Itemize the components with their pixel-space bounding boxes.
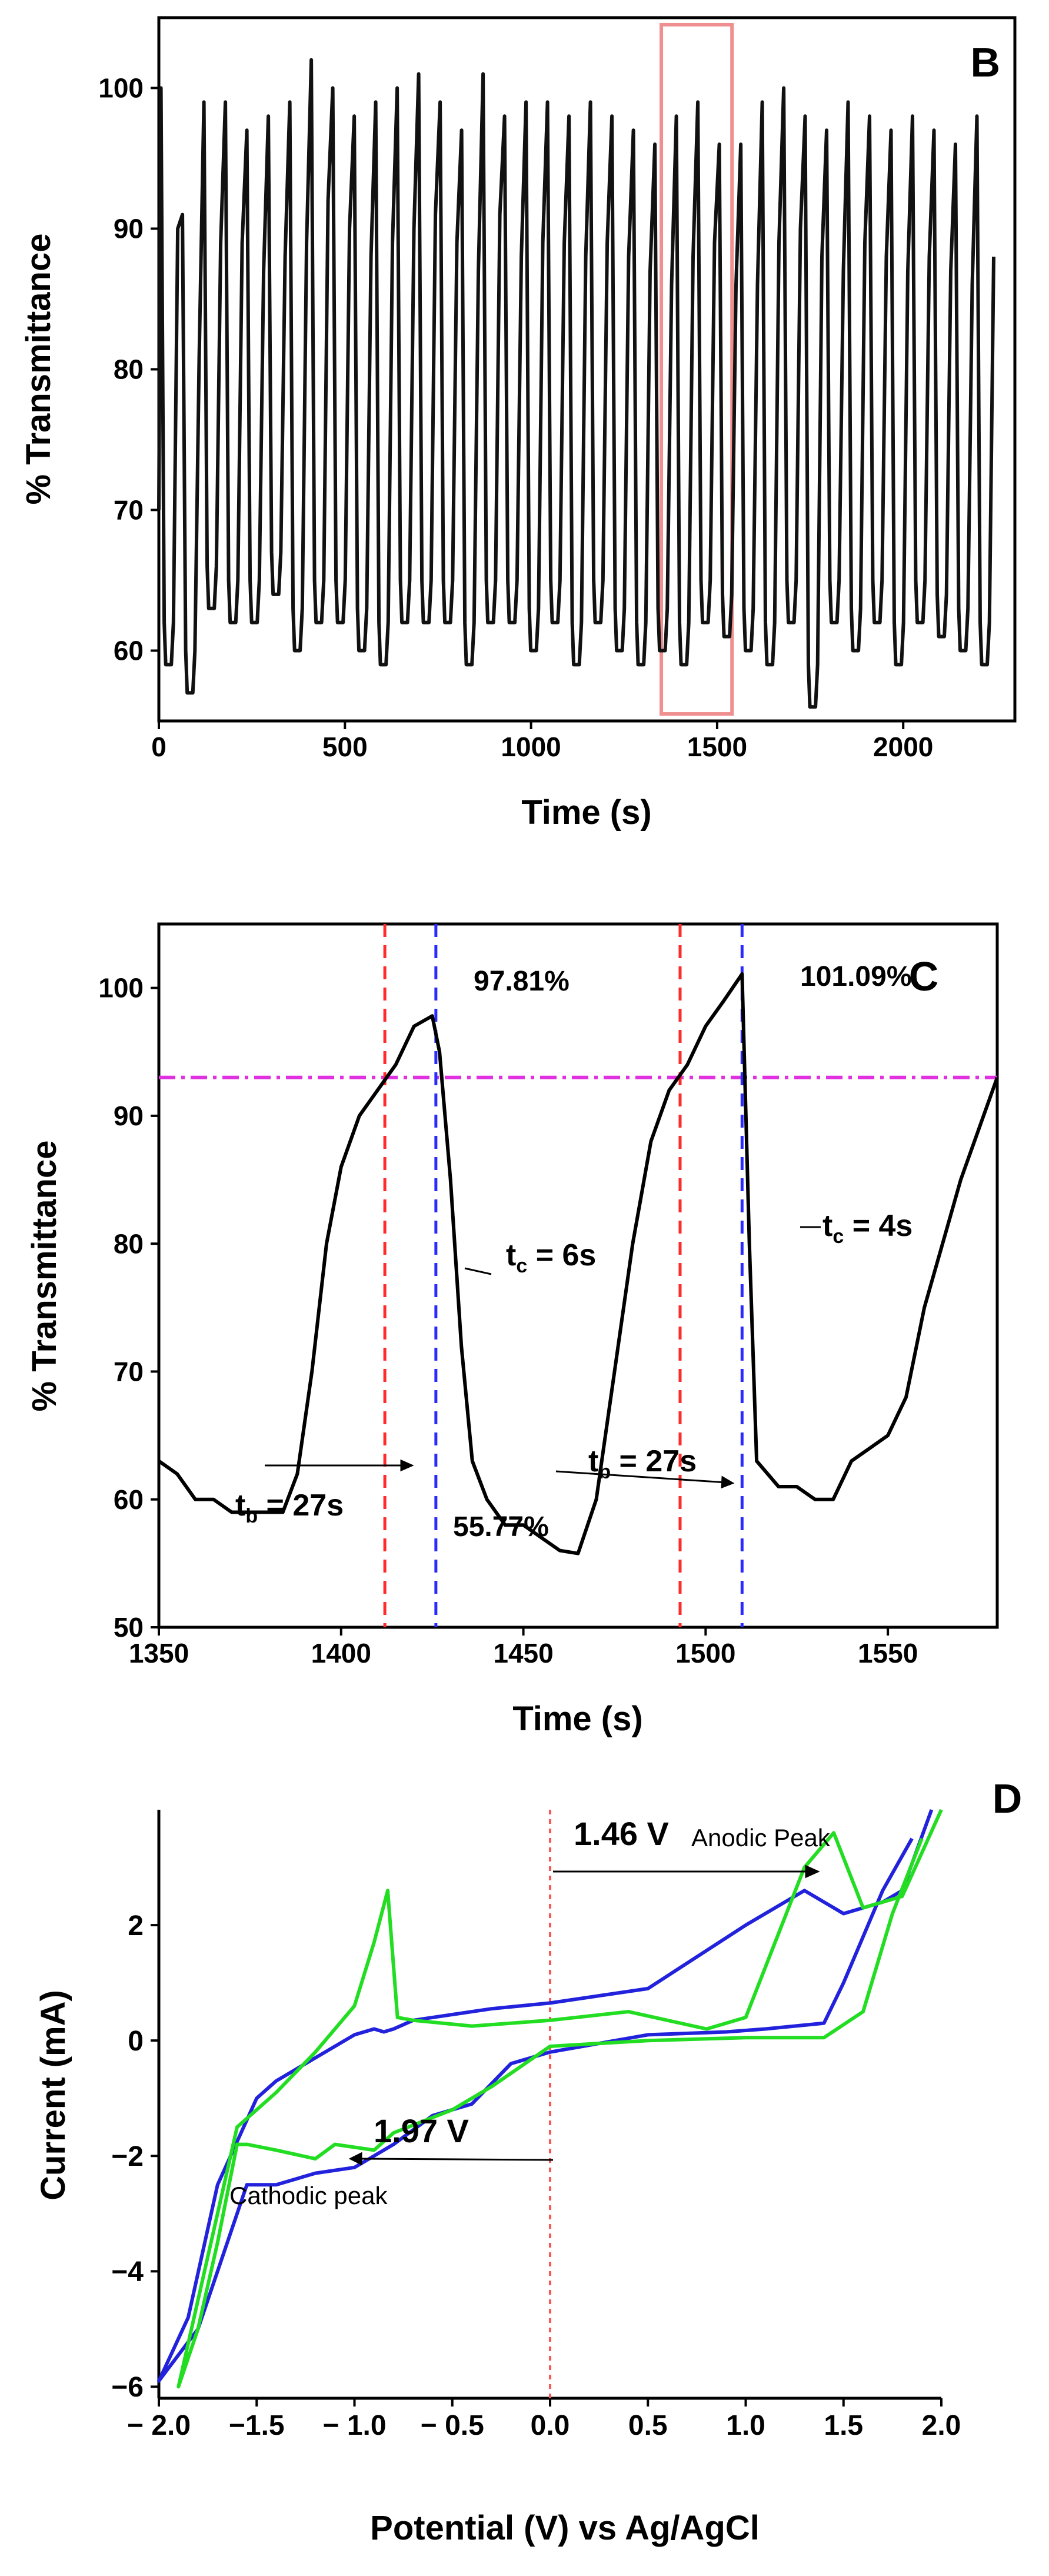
- cathodic-value-label: 1.97 V: [374, 2112, 469, 2149]
- tb2-label: tb = 27s: [588, 1444, 697, 1483]
- tc2-value: 4s: [879, 1209, 913, 1243]
- tc1-arrow: [464, 1267, 492, 1275]
- panel-d-series-blue: [157, 1809, 934, 2383]
- tb1-arrowhead: [400, 1459, 414, 1472]
- tb1-value: 27s: [292, 1488, 344, 1523]
- panel-d-x-tick-label: 1.5: [824, 2410, 863, 2441]
- tc1-eq: =: [527, 1238, 562, 1272]
- tb1-eq: =: [258, 1488, 292, 1523]
- tc1-sub: c: [516, 1255, 527, 1277]
- panel-b-y-ticks: 60 70 80 90 100: [98, 73, 159, 666]
- cathodic-arrowhead: [348, 2152, 362, 2166]
- panel-c-y-tick-label: 80: [114, 1228, 144, 1259]
- peak1-label: 97.81%: [474, 966, 570, 997]
- tc2-sub: c: [832, 1225, 844, 1248]
- panel-d-y-tick-label: 0: [128, 2026, 144, 2057]
- panel-d-x-tick-label: 0.0: [531, 2410, 570, 2441]
- panel-d-y-tick-label: −4: [111, 2256, 144, 2288]
- panel-d-x-tick-label: −1.5: [229, 2410, 285, 2441]
- panel-c-label: C: [909, 953, 939, 999]
- panel-b-x-tick-label: 1500: [687, 732, 747, 762]
- panel-c-x-tick-label: 1450: [493, 1638, 553, 1668]
- panel-d-label: D: [993, 1776, 1023, 1822]
- tc1-label: tc = 6s: [506, 1238, 596, 1277]
- tb1-label: tb = 27s: [235, 1488, 344, 1527]
- tb2-value: 27s: [645, 1444, 697, 1478]
- panel-b-x-tick-label: 2000: [873, 732, 933, 762]
- tb2-sub: b: [598, 1461, 611, 1483]
- panel-d: D −6 −4 −2 0 2 − 2.0 −1.5 − 1.0 − 0.5 0.0 0.5 1.0 1…: [34, 1776, 1022, 2547]
- cathodic-arrow: [358, 2158, 554, 2161]
- panel-b-series-line: [157, 58, 995, 709]
- panel-d-y-ticks: −6 −4 −2 0 2: [111, 1910, 159, 2403]
- panel-c-time-markers: [383, 924, 744, 1627]
- tc1-prefix: t: [506, 1238, 516, 1272]
- panel-c-y-tick-label: 60: [114, 1484, 144, 1515]
- cathodic-peak-label: Cathodic peak: [229, 2182, 388, 2209]
- anodic-peak-label: Anodic Peak: [691, 1824, 831, 1852]
- tc2-prefix: t: [822, 1209, 832, 1243]
- panel-c-y-tick-label: 50: [114, 1612, 144, 1643]
- panel-b-y-tick-label: 90: [114, 214, 144, 244]
- panel-d-x-tick-label: 1.0: [726, 2410, 765, 2441]
- panel-b-label: B: [970, 39, 1000, 85]
- panel-c-x-tick-label: 1350: [129, 1638, 189, 1668]
- tb2-eq: =: [611, 1444, 645, 1478]
- panel-c-y-axis-label: % Transmittance: [25, 1141, 64, 1412]
- panel-b-y-tick-label: 70: [114, 495, 144, 526]
- panel-d-x-tick-label: 2.0: [922, 2410, 961, 2441]
- panel-d-y-tick-label: 2: [128, 1910, 144, 1942]
- panel-c-x-axis-label: Time (s): [512, 1700, 642, 1738]
- tb1-sub: b: [245, 1505, 258, 1527]
- panel-c-y-tick-label: 90: [114, 1101, 144, 1131]
- panel-c-x-ticks: 1350 1400 1450 1500 1550: [129, 1627, 918, 1668]
- tc2-eq: =: [844, 1209, 878, 1243]
- panel-c-y-tick-label: 100: [98, 973, 144, 1003]
- panel-b-x-tick-label: 1000: [501, 732, 561, 762]
- panel-d-series-green: [177, 1809, 943, 2389]
- panel-c-arrows: [265, 1226, 821, 1489]
- panel-d-y-tick-label: −2: [111, 2141, 144, 2172]
- panel-c-y-tick-label: 70: [114, 1357, 144, 1387]
- tb2-prefix: t: [588, 1444, 598, 1478]
- panel-d-x-tick-label: − 0.5: [421, 2410, 484, 2441]
- panel-d-x-tick-label: − 1.0: [322, 2410, 386, 2441]
- panel-b-y-tick-label: 100: [98, 73, 144, 104]
- panel-c-x-tick-label: 1550: [858, 1638, 918, 1668]
- panel-c: C 50 60 70 80 90 100 1350 1400 1450 1500 1550 97.…: [25, 922, 999, 1738]
- panel-b-x-tick-label: 500: [322, 732, 368, 762]
- panel-d-x-tick-label: 0.5: [628, 2410, 668, 2441]
- panel-c-x-tick-label: 1400: [311, 1638, 371, 1668]
- panel-b-x-axis-label: Time (s): [521, 793, 651, 832]
- tb1-prefix: t: [235, 1488, 245, 1523]
- anodic-value-label: 1.46 V: [574, 1815, 669, 1852]
- panel-d-y-tick-label: −6: [111, 2372, 144, 2403]
- min-label: 55.77%: [453, 1511, 549, 1543]
- panel-b-x-tick-label: 0: [151, 732, 166, 762]
- panel-d-x-ticks: − 2.0 −1.5 − 1.0 − 0.5 0.0 0.5 1.0 1.5 2.0: [127, 2398, 961, 2441]
- panel-b-y-axis-label: % Transmittance: [19, 234, 58, 505]
- panel-b-highlight-box: [660, 22, 734, 716]
- tb2-arrowhead: [721, 1475, 735, 1489]
- panel-c-series-line: [158, 972, 999, 1555]
- peak2-label: 101.09%: [800, 961, 912, 992]
- panel-c-x-tick-label: 1500: [675, 1638, 735, 1668]
- panel-b-y-tick-label: 80: [114, 354, 144, 385]
- panel-d-x-axis-label: Potential (V) vs Ag/AgCl: [370, 2509, 760, 2547]
- panel-b-y-tick-label: 60: [114, 636, 144, 666]
- panel-b-x-ticks: 0 500 1000 1500 2000: [151, 721, 933, 762]
- tc1-value: 6s: [562, 1238, 597, 1272]
- panel-d-arrows: [348, 1864, 820, 2166]
- panel-d-x-tick-label: − 2.0: [127, 2410, 191, 2441]
- panel-d-y-axis-label: Current (mA): [34, 1990, 72, 2201]
- panel-c-plot-frame: [157, 922, 999, 1629]
- panel-c-y-ticks: 50 60 70 80 90 100: [98, 973, 159, 1643]
- tc2-label: tc = 4s: [822, 1209, 913, 1248]
- tb2-arrow: [555, 1470, 727, 1484]
- anodic-arrowhead: [805, 1864, 820, 1879]
